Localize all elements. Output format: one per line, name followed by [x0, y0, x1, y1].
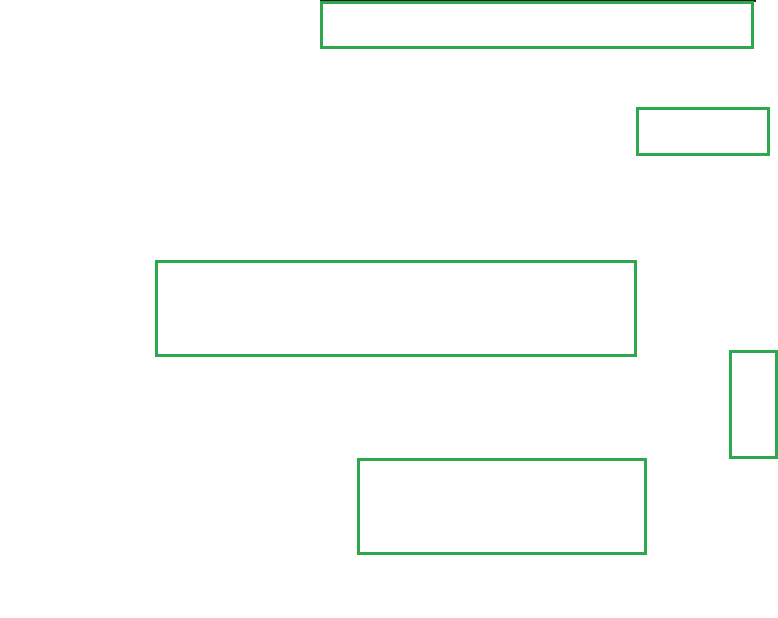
- outlined-region-4: [729, 350, 778, 459]
- outlined-region-3: [155, 260, 637, 357]
- outlined-region-5: [357, 458, 647, 555]
- outlined-region-1: [320, 1, 754, 49]
- outlined-region-2: [636, 107, 770, 156]
